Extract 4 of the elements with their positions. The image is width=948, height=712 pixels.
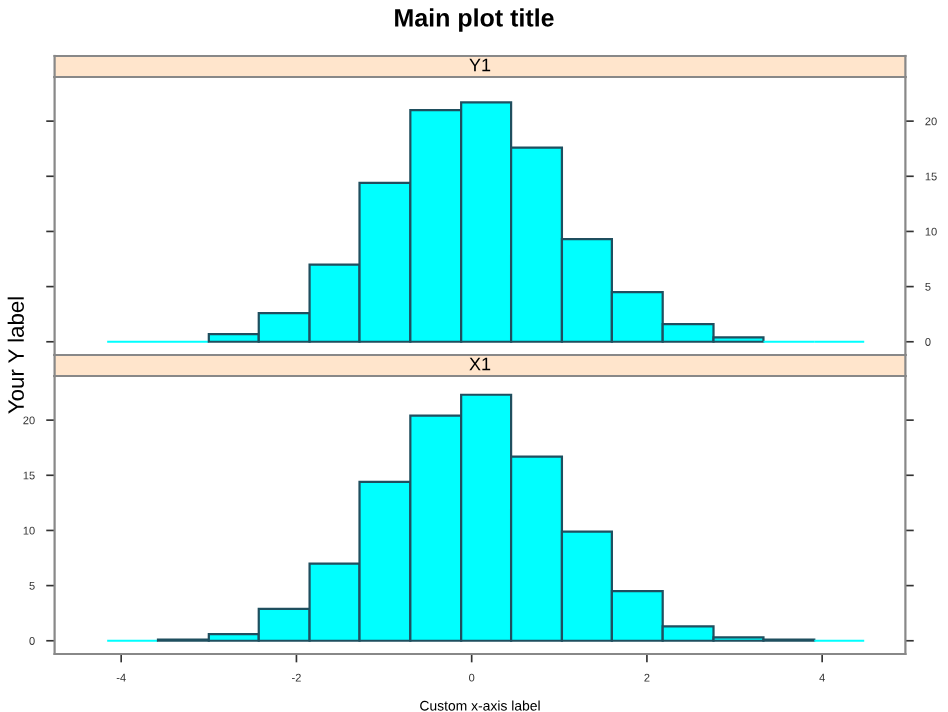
chart-title: Main plot title: [395, 8, 554, 32]
chart-subtitle: Y1: [469, 58, 491, 72]
chart-subtitle: X1: [469, 357, 491, 371]
y-axis-title: Your Y label: [7, 297, 24, 414]
